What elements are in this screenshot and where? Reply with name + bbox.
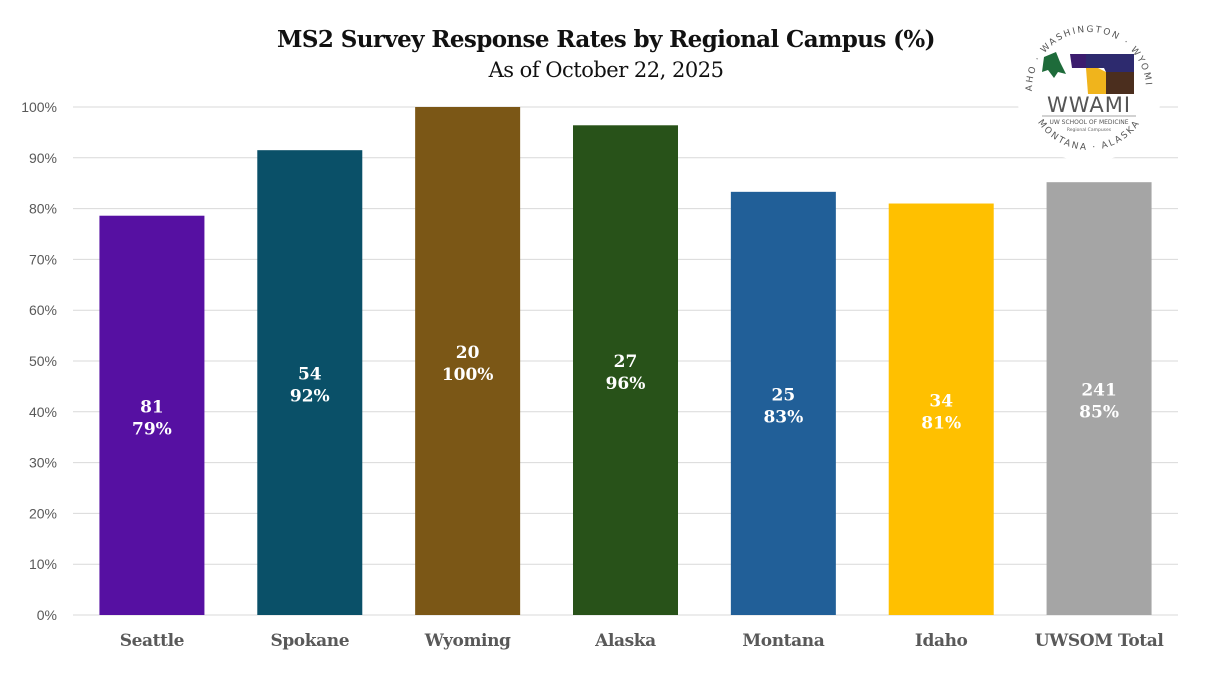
x-axis-ticks: Seattle Spokane Wyoming Alaska Montana Idaho U… [120,631,1165,651]
data-label-percent: 92% [290,387,330,407]
chart-title: MS2 Survey Response Rates by Regional Ca… [277,26,936,53]
y-tick-label: 0% [37,607,57,623]
logo-main-text: WWAMI [1047,93,1131,117]
data-label-percent: 100% [442,365,494,385]
chart-subtitle: As of October 22, 2025 [488,58,724,82]
y-tick-label: 10% [29,556,57,572]
x-tick-label: Idaho [915,631,968,651]
y-tick-label: 50% [29,353,57,369]
wwami-logo: IDAHO · WASHINGTON · WYOMING MONTANA · A… [1014,14,1162,162]
bar-uwsom-total [1046,182,1152,615]
data-label-percent: 96% [606,374,646,394]
x-tick-label: Wyoming [424,631,511,651]
data-label-percent: 83% [763,407,803,427]
states-map-icon [1042,52,1134,94]
y-tick-label: 40% [29,404,57,420]
data-label-percent: 81% [921,413,961,433]
y-axis-ticks: 0% 10% 20% 30% 40% 50% 60% 70% 80% 90% 100% [21,99,57,623]
bar-spokane [257,150,363,615]
y-tick-label: 90% [29,150,57,166]
bar-wyoming [415,107,521,615]
logo-line-1: UW SCHOOL OF MEDICINE [1049,119,1128,126]
bar-alaska [573,125,678,616]
logo-line-2: Regional Campuses [1067,127,1112,133]
data-label-count: 54 [298,365,322,385]
y-tick-label: 70% [29,251,57,267]
y-tick-label: 60% [29,302,57,318]
data-label-count: 241 [1081,381,1117,401]
x-tick-label: Spokane [270,631,349,651]
x-tick-label: Montana [742,631,824,651]
bars [99,107,1152,616]
bar-seattle [99,215,205,615]
data-label-count: 81 [140,397,164,417]
y-tick-label: 30% [29,455,57,471]
y-tick-label: 80% [29,201,57,217]
data-label-percent: 79% [132,419,172,439]
data-label-percent: 85% [1079,403,1119,423]
y-tick-label: 20% [29,505,57,521]
bar-idaho [888,203,994,615]
y-tick-label: 100% [21,99,57,115]
x-tick-label: Seattle [120,631,185,651]
data-label-count: 20 [456,343,480,363]
bar-montana [730,191,836,615]
data-label-count: 27 [614,352,638,372]
data-label-count: 34 [929,391,953,411]
x-tick-label: Alaska [594,631,656,651]
data-label-count: 25 [772,385,796,405]
x-tick-label: UWSOM Total [1035,631,1165,651]
